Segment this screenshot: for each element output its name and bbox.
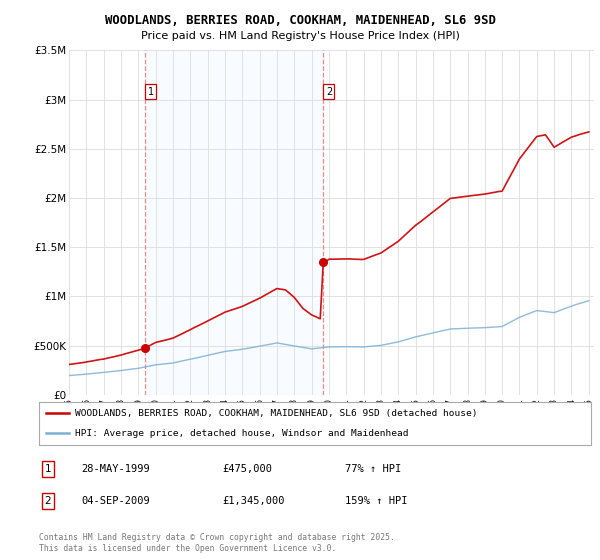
Text: WOODLANDS, BERRIES ROAD, COOKHAM, MAIDENHEAD, SL6 9SD (detached house): WOODLANDS, BERRIES ROAD, COOKHAM, MAIDEN…: [75, 409, 478, 418]
Text: 1: 1: [148, 87, 154, 97]
Text: 04-SEP-2009: 04-SEP-2009: [81, 496, 150, 506]
Text: 77% ↑ HPI: 77% ↑ HPI: [345, 464, 401, 474]
Text: 159% ↑ HPI: 159% ↑ HPI: [345, 496, 407, 506]
Text: 2: 2: [326, 87, 332, 97]
Text: £1,345,000: £1,345,000: [222, 496, 284, 506]
Text: 1: 1: [44, 464, 52, 474]
Text: 2: 2: [44, 496, 52, 506]
Text: 28-MAY-1999: 28-MAY-1999: [81, 464, 150, 474]
Text: Contains HM Land Registry data © Crown copyright and database right 2025.
This d: Contains HM Land Registry data © Crown c…: [39, 533, 395, 553]
Text: WOODLANDS, BERRIES ROAD, COOKHAM, MAIDENHEAD, SL6 9SD: WOODLANDS, BERRIES ROAD, COOKHAM, MAIDEN…: [104, 14, 496, 27]
Bar: [145, 50, 323, 395]
Text: HPI: Average price, detached house, Windsor and Maidenhead: HPI: Average price, detached house, Wind…: [75, 429, 409, 438]
Text: £475,000: £475,000: [222, 464, 272, 474]
Text: Price paid vs. HM Land Registry's House Price Index (HPI): Price paid vs. HM Land Registry's House …: [140, 31, 460, 41]
